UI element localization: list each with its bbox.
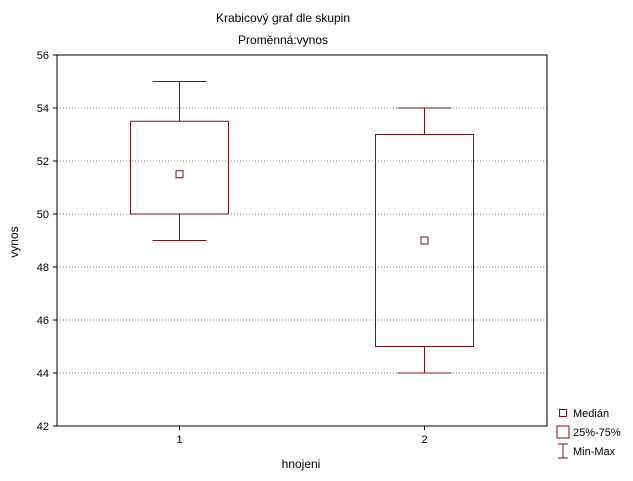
y-tick-label: 56 [37,50,49,62]
legend-item-whisker: Min-Max [558,443,616,459]
median-marker [420,236,429,245]
y-tick-label: 54 [37,103,49,115]
plot-frame [56,54,548,427]
iqr-box [375,134,474,347]
x-axis-label: hnojeni [282,457,321,471]
legend-item-median-marker: Medián [559,408,609,420]
y-tick-label: 44 [37,368,49,380]
box-group-1 [130,81,229,241]
legend-label: Min-Max [573,446,616,458]
legend-label: Medián [573,408,609,420]
y-tick-label: 42 [37,421,49,433]
y-axis-label: vynos [7,226,21,257]
y-tick-label: 46 [37,315,49,327]
legend-label: 25%-75% [573,427,621,439]
boxes [130,81,474,374]
legend-median-swatch [559,409,567,417]
x-tick-label: 1 [176,434,182,446]
box-group-2 [375,107,474,374]
chart-title: Krabicový graf dle skupin [216,11,350,25]
chart-subtitle: Proměnná:vynos [238,33,328,47]
y-tick-label: 50 [37,209,49,221]
iqr-box [130,120,229,215]
legend-box-swatch [556,425,570,439]
median-marker [175,170,184,179]
y-tick-label: 52 [37,156,49,168]
legend: Medián 25%-75% Min-Max [556,408,621,459]
legend-item-box: 25%-75% [556,425,621,439]
x-tick-label: 2 [421,434,427,446]
y-tick-label: 48 [37,262,49,274]
y-axis-ticks: 42 44 46 48 50 52 54 56 [37,50,57,433]
